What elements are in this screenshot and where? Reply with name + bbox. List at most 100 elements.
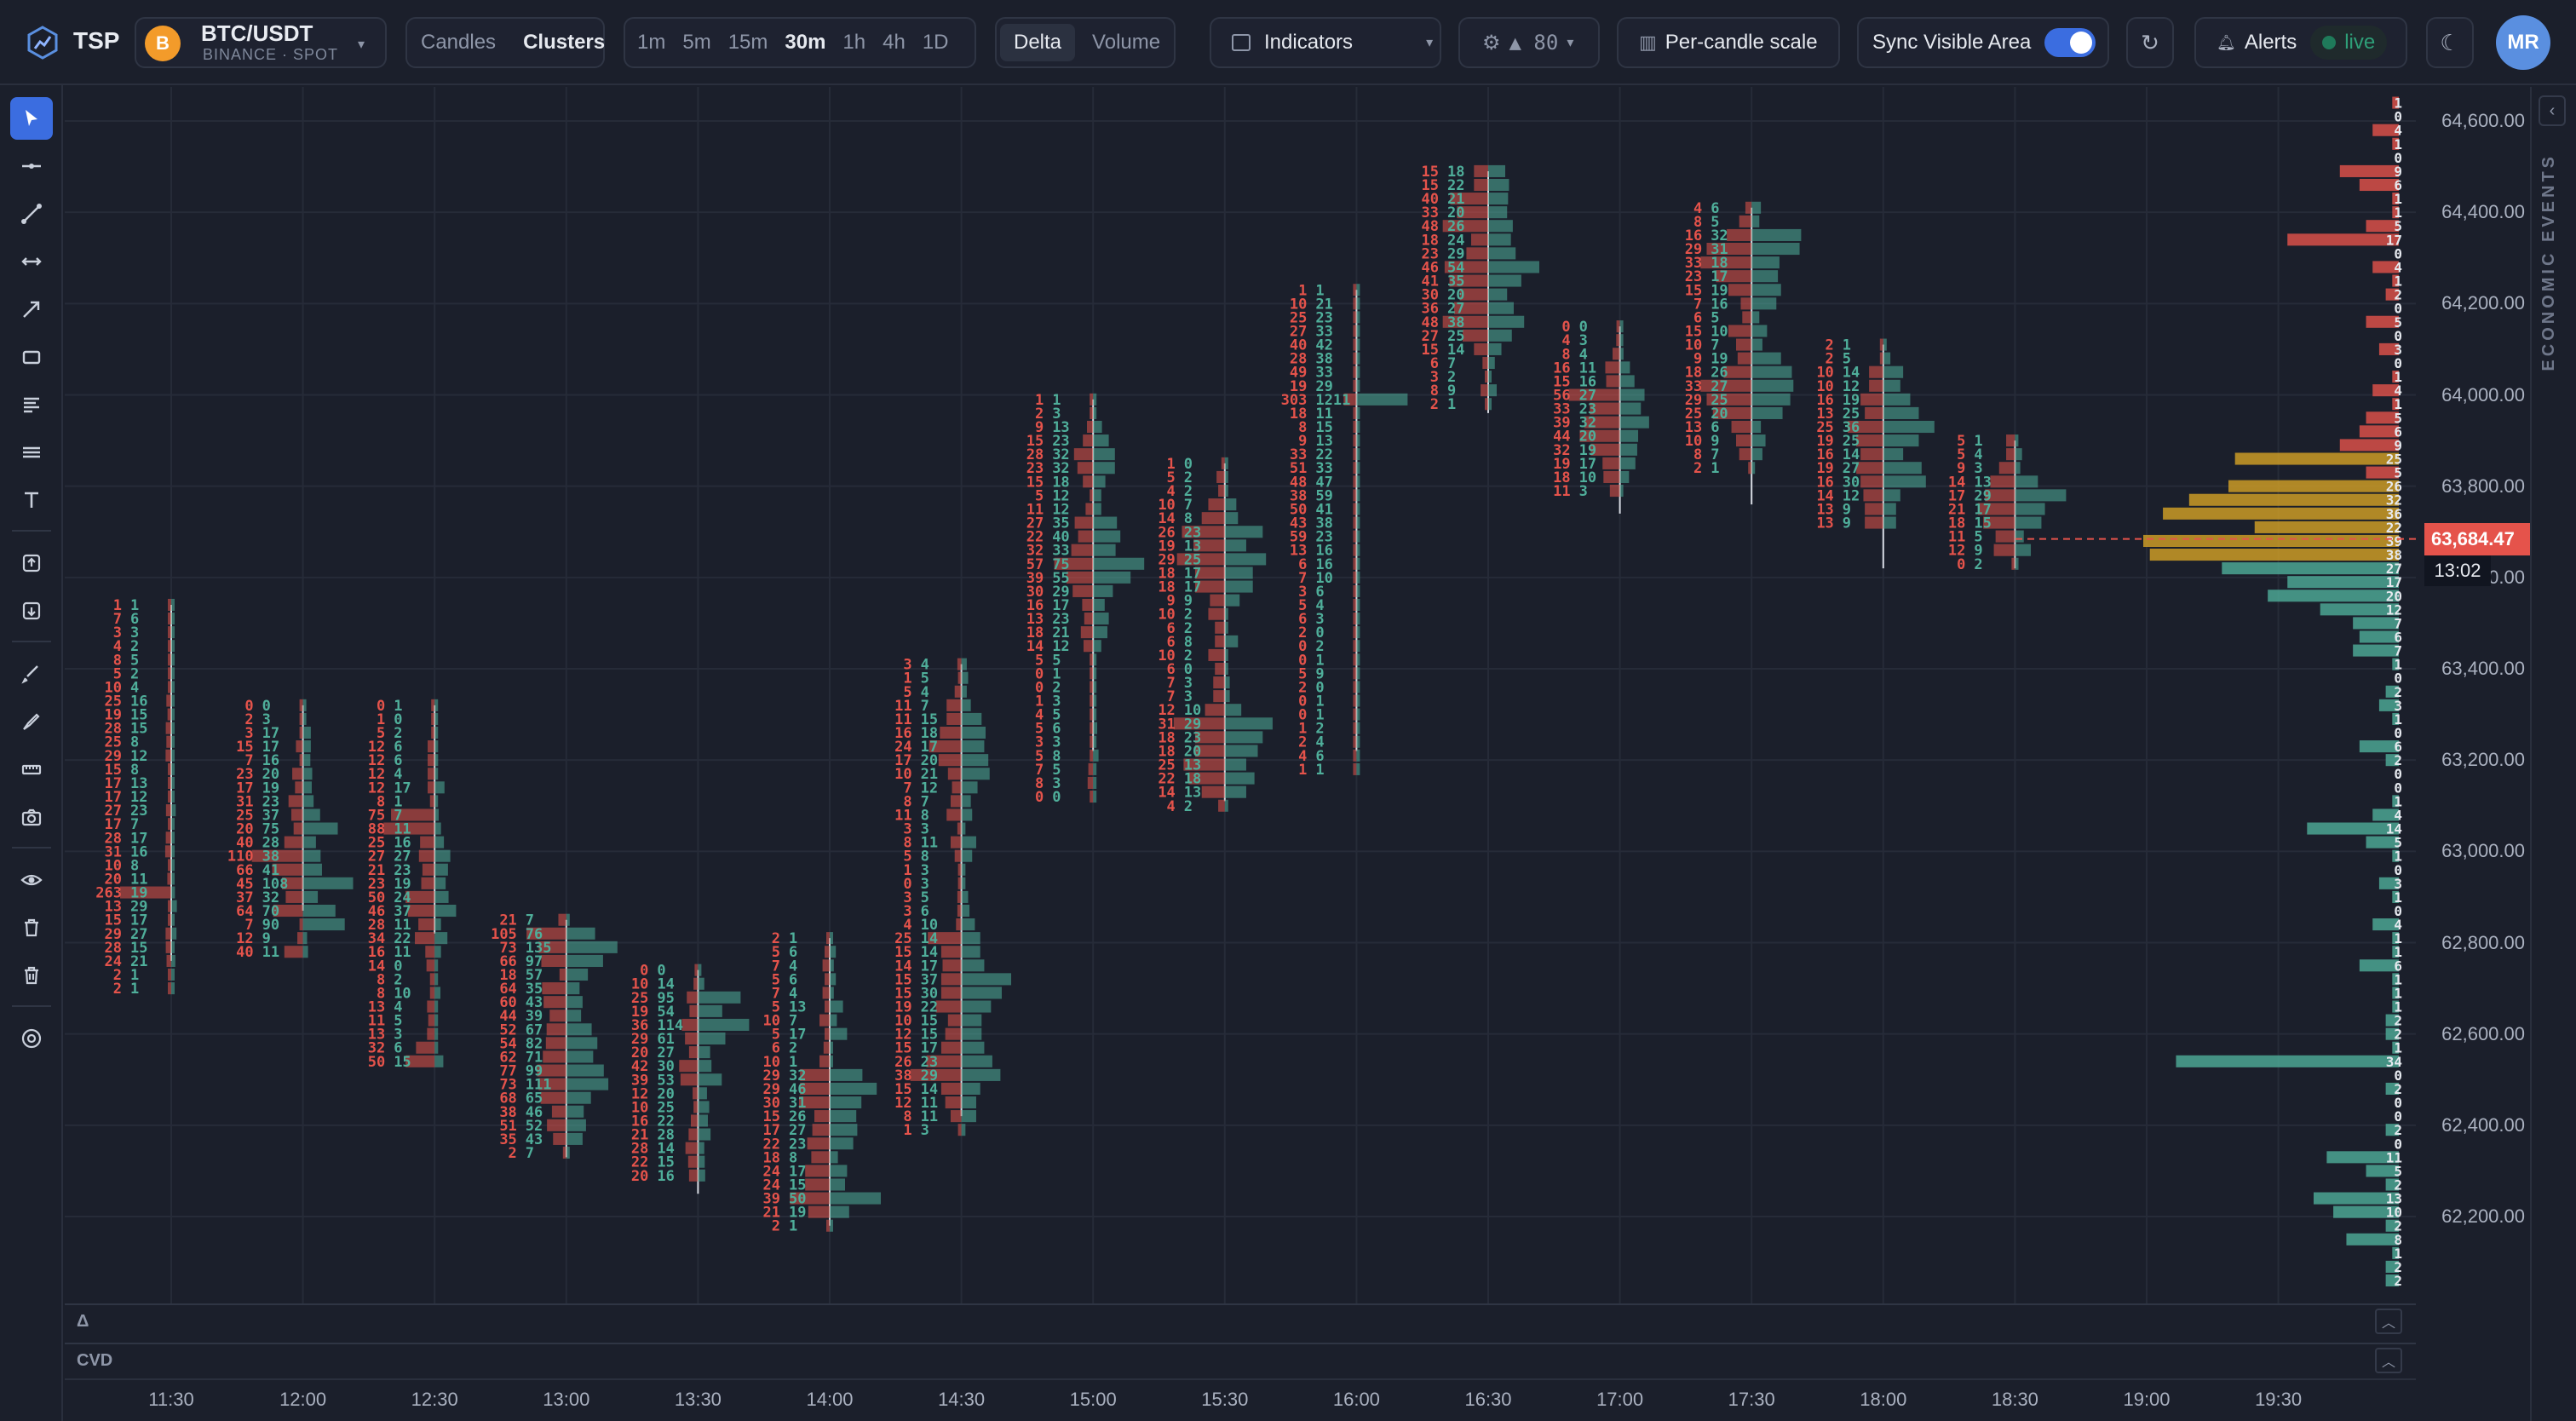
volume-profile-bar: [2372, 124, 2399, 136]
avatar[interactable]: MR: [2496, 15, 2550, 70]
cluster-buy-value: 0: [394, 958, 402, 975]
camera-icon[interactable]: [10, 796, 53, 838]
chevron-up-icon[interactable]: ︿: [2375, 1348, 2402, 1373]
cluster-sell-value: 5: [1035, 652, 1044, 669]
indicators-dropdown[interactable]: Indicators ▾: [1210, 17, 1441, 68]
volume-profile-bar: [2385, 1124, 2399, 1136]
arrow-icon[interactable]: [10, 288, 53, 331]
cluster-sell-bar: [1449, 274, 1488, 287]
tf-5m-button[interactable]: 5m: [682, 31, 711, 54]
highlighter-icon[interactable]: [10, 700, 53, 743]
settings-dropdown[interactable]: ⚙ ▲ 80 ▾: [1458, 17, 1600, 68]
tf-1m-button[interactable]: 1m: [637, 31, 666, 54]
mode-clusters-button[interactable]: Clusters: [523, 31, 606, 54]
cluster-buy-bar: [830, 1124, 858, 1136]
volume-profile-value: 0: [2394, 301, 2402, 317]
cluster-buy-bar: [171, 982, 175, 995]
cluster-buy-value: 1211: [1315, 392, 1350, 409]
refresh-button[interactable]: ↻: [2126, 17, 2174, 68]
delta-button[interactable]: Delta: [1000, 24, 1076, 61]
cluster-buy-value: 25: [1843, 406, 1860, 423]
price-axis[interactable]: 64,600.00 64,400.00 64,200.00 64,000.00 63,8…: [2418, 87, 2530, 1303]
cluster-buy-bar: [1093, 584, 1113, 597]
cluster-sell-value: 21: [631, 1127, 648, 1144]
cluster-buy-value: 13: [1974, 474, 1991, 491]
trash-icon[interactable]: [10, 906, 53, 949]
theme-toggle-button[interactable]: ☾: [2426, 17, 2474, 68]
cluster-buy-value: 17: [262, 725, 279, 742]
cluster-sell-bar: [1706, 393, 1752, 406]
text-icon[interactable]: [10, 479, 53, 521]
footprint-chart[interactable]: 1 1 7 6 3 3 4 2 8 5 5 2 10 4 25 16 19 15 28 15 25 8 29 12 15 8 17 1…: [65, 87, 2416, 1303]
chevron-left-icon[interactable]: ‹: [2539, 95, 2566, 126]
time-axis-label: 19:30: [2255, 1389, 2303, 1410]
alerts-button[interactable]: Alerts: [2244, 31, 2297, 54]
tf-1h-button[interactable]: 1h: [842, 31, 866, 54]
brush-icon[interactable]: [10, 653, 53, 695]
cluster-sell-value: 32: [368, 1040, 385, 1057]
parallel-channel-icon[interactable]: [10, 431, 53, 474]
cluster-sell-value: 13: [1290, 543, 1307, 560]
cluster-buy-bar: [1093, 790, 1097, 803]
settings-label: ▲ 80: [1509, 31, 1559, 55]
tf-15m-button[interactable]: 15m: [727, 31, 768, 54]
chevron-down-icon[interactable]: ▾: [358, 37, 365, 52]
long-position-icon[interactable]: [10, 542, 53, 584]
cluster-buy-value: 6: [1052, 721, 1061, 738]
cluster-sell-bar: [415, 932, 435, 945]
per-candle-scale-button[interactable]: ▥ Per-candle scale: [1617, 17, 1840, 68]
volume-profile-value: 2: [2394, 287, 2402, 303]
volume-profile-bar: [2392, 890, 2399, 903]
cluster-sell-value: 1: [1167, 456, 1176, 473]
cluster-sell-value: 18: [763, 1149, 780, 1166]
cluster-buy-bar: [302, 836, 316, 849]
sync-toggle[interactable]: [2044, 28, 2096, 57]
cluster-sell-value: 23: [1422, 245, 1439, 262]
cluster-sell-bar: [1444, 261, 1488, 273]
cluster-buy-value: 20: [1447, 287, 1464, 304]
eye-icon[interactable]: [10, 859, 53, 901]
cluster-buy-bar: [961, 808, 973, 821]
cluster-sell-value: 27: [1290, 323, 1307, 340]
volume-profile-value: 1: [2394, 191, 2402, 207]
cluster-sell-bar: [1353, 598, 1357, 612]
cluster-sell-bar: [545, 1037, 566, 1050]
chevron-up-icon[interactable]: ︿: [2375, 1309, 2402, 1334]
ruler-icon[interactable]: [10, 748, 53, 791]
horizontal-line-icon[interactable]: [10, 145, 53, 187]
tf-30m-button[interactable]: 30m: [785, 31, 826, 54]
time-axis[interactable]: 11:30 12:00 12:30 13:00 13:30 14:00 14:30 15:00…: [65, 1378, 2416, 1421]
cluster-buy-bar: [2015, 557, 2019, 570]
trash-all-icon[interactable]: [10, 954, 53, 997]
tf-1d-button[interactable]: 1D: [922, 31, 949, 54]
short-position-icon[interactable]: [10, 590, 53, 632]
cluster-sell-bar: [431, 712, 435, 725]
economic-events-panel[interactable]: [2530, 87, 2576, 1421]
cluster-buy-value: 11: [921, 1108, 938, 1125]
symbol-selector[interactable]: [135, 17, 387, 68]
text-lines-icon[interactable]: [10, 383, 53, 426]
cluster-sell-value: 25: [631, 990, 648, 1007]
symbol-pair[interactable]: BTC/USDT: [201, 20, 313, 46]
tf-4h-button[interactable]: 4h: [883, 31, 906, 54]
delta-pane: Δ ︿: [65, 1303, 2416, 1338]
cursor-icon[interactable]: [10, 97, 53, 140]
volume-profile-bar: [2339, 164, 2399, 177]
trend-line-icon[interactable]: [10, 193, 53, 235]
cluster-buy-value: 8: [1184, 634, 1193, 651]
volume-profile-value: 6: [2394, 423, 2402, 440]
cluster-sell-value: 66: [236, 862, 253, 879]
rectangle-icon[interactable]: [10, 336, 53, 378]
cluster-sell-bar: [1879, 352, 1883, 365]
measure-range-icon[interactable]: [10, 240, 53, 283]
volume-profile-value: 13: [2386, 1191, 2402, 1207]
cluster-sell-bar: [926, 1055, 962, 1067]
settings-circle-icon[interactable]: [10, 1017, 53, 1060]
cluster-buy-bar: [961, 768, 990, 780]
cluster-buy-value: 21: [1315, 296, 1332, 313]
cluster-buy-value: 61: [657, 1031, 674, 1048]
volume-button[interactable]: Volume: [1092, 31, 1161, 54]
volume-profile-value: 34: [2386, 1054, 2402, 1070]
mode-candles-button[interactable]: Candles: [421, 31, 497, 54]
